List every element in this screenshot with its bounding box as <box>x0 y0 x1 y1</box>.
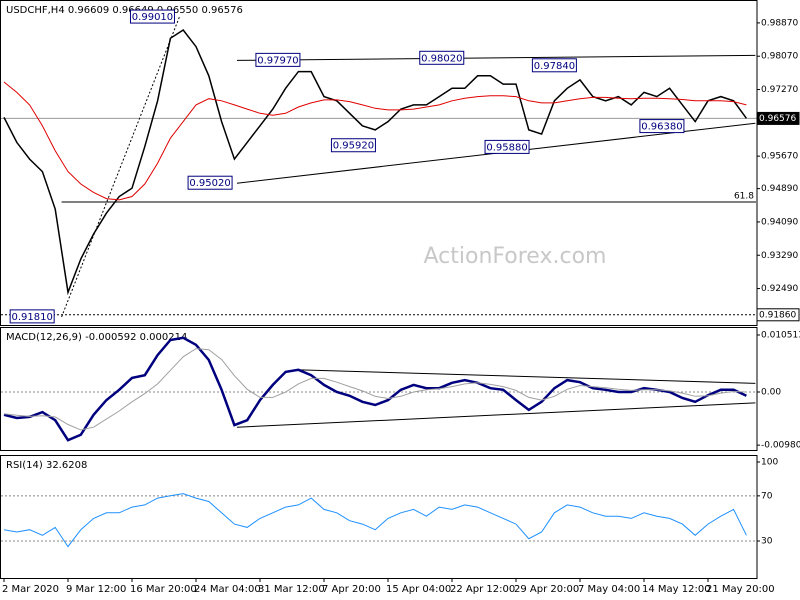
x-tick-label: 24 Mar 04:00 <box>194 584 261 595</box>
y-tick-label: 0.92490 <box>761 284 798 294</box>
x-tick-label: 9 Mar 12:00 <box>66 584 126 595</box>
price-level-box <box>756 308 800 322</box>
annotation-label: 0.95020 <box>189 178 230 189</box>
x-tick-label: 16 Mar 20:00 <box>130 584 197 595</box>
y-tick-label: 0.98070 <box>761 52 798 62</box>
x-tick-label: 15 Apr 04:00 <box>386 584 451 595</box>
y-tick-label: 70 <box>761 491 773 501</box>
y-tick-label: 30 <box>761 536 773 546</box>
annotation-label: 0.96380 <box>641 122 682 133</box>
annotation-label: 0.97840 <box>534 61 575 72</box>
series-line <box>3 348 747 431</box>
y-tick-label: 0.98870 <box>761 18 798 28</box>
y-tick-label: 0.94090 <box>761 217 798 227</box>
annotation-label: 0.95920 <box>333 141 374 152</box>
x-tick-label: 14 May 12:00 <box>642 584 711 595</box>
annotation-label: 0.95880 <box>486 142 527 153</box>
fib-label: 61.8 <box>734 191 754 201</box>
y-tick-label: 0.93290 <box>761 251 798 261</box>
trendline <box>61 16 180 318</box>
y-tick-label: 100 <box>761 457 778 467</box>
annotation-box <box>419 50 465 65</box>
panel-title: USDCHF,H4 0.96609 0.96649 0.96550 0.9657… <box>6 5 243 16</box>
y-tick-label: 0.00 <box>761 387 781 397</box>
panel-frame <box>0 0 758 326</box>
price-level-box <box>756 111 800 125</box>
annotation-label: 0.97970 <box>257 55 298 66</box>
series-line <box>3 81 747 201</box>
annotation-box <box>187 175 233 190</box>
trendline <box>295 369 756 384</box>
panel-frame <box>0 327 758 451</box>
panel-title: RSI(14) 32.6208 <box>6 460 87 471</box>
annotation-box <box>484 139 530 154</box>
y-tick-label: 0.010513 <box>761 331 800 341</box>
y-tick-label: 0.97270 <box>761 85 798 95</box>
watermark: ActionForex.com <box>424 244 607 269</box>
x-tick-label: 31 Mar 12:00 <box>258 584 325 595</box>
series-line <box>3 336 747 442</box>
x-tick-label: 29 Apr 20:00 <box>514 584 579 595</box>
panel-title: MACD(12,26,9) -0.000592 0.000214 <box>6 332 187 343</box>
series-line <box>3 28 748 296</box>
annotation-box <box>255 52 301 67</box>
annotation-box <box>639 119 685 134</box>
annotation-label: 0.98020 <box>421 53 462 64</box>
price-level-label: 0.91860 <box>759 310 796 320</box>
annotation-box <box>330 138 376 153</box>
trendline <box>236 54 756 61</box>
x-tick-label: 2 Mar 2020 <box>2 584 59 595</box>
y-tick-label: -0.009804 <box>761 441 800 451</box>
annotation-box <box>531 58 577 73</box>
annotation-box <box>129 9 175 24</box>
x-tick-label: 22 Apr 12:00 <box>450 584 515 595</box>
trendline <box>236 402 756 428</box>
annotation-box <box>9 309 55 324</box>
x-tick-label: 7 Apr 20:00 <box>322 584 381 595</box>
x-tick-label: 21 May 20:00 <box>706 584 775 595</box>
price-level-label: 0.96576 <box>759 114 796 124</box>
x-tick-label: 7 May 04:00 <box>578 584 640 595</box>
y-tick-label: 0.94890 <box>761 184 798 194</box>
annotation-label: 0.99010 <box>132 12 173 23</box>
series-line <box>3 493 747 548</box>
y-tick-label: 0.95670 <box>761 152 798 162</box>
annotation-label: 0.91810 <box>11 312 52 323</box>
panel-frame <box>0 455 758 579</box>
